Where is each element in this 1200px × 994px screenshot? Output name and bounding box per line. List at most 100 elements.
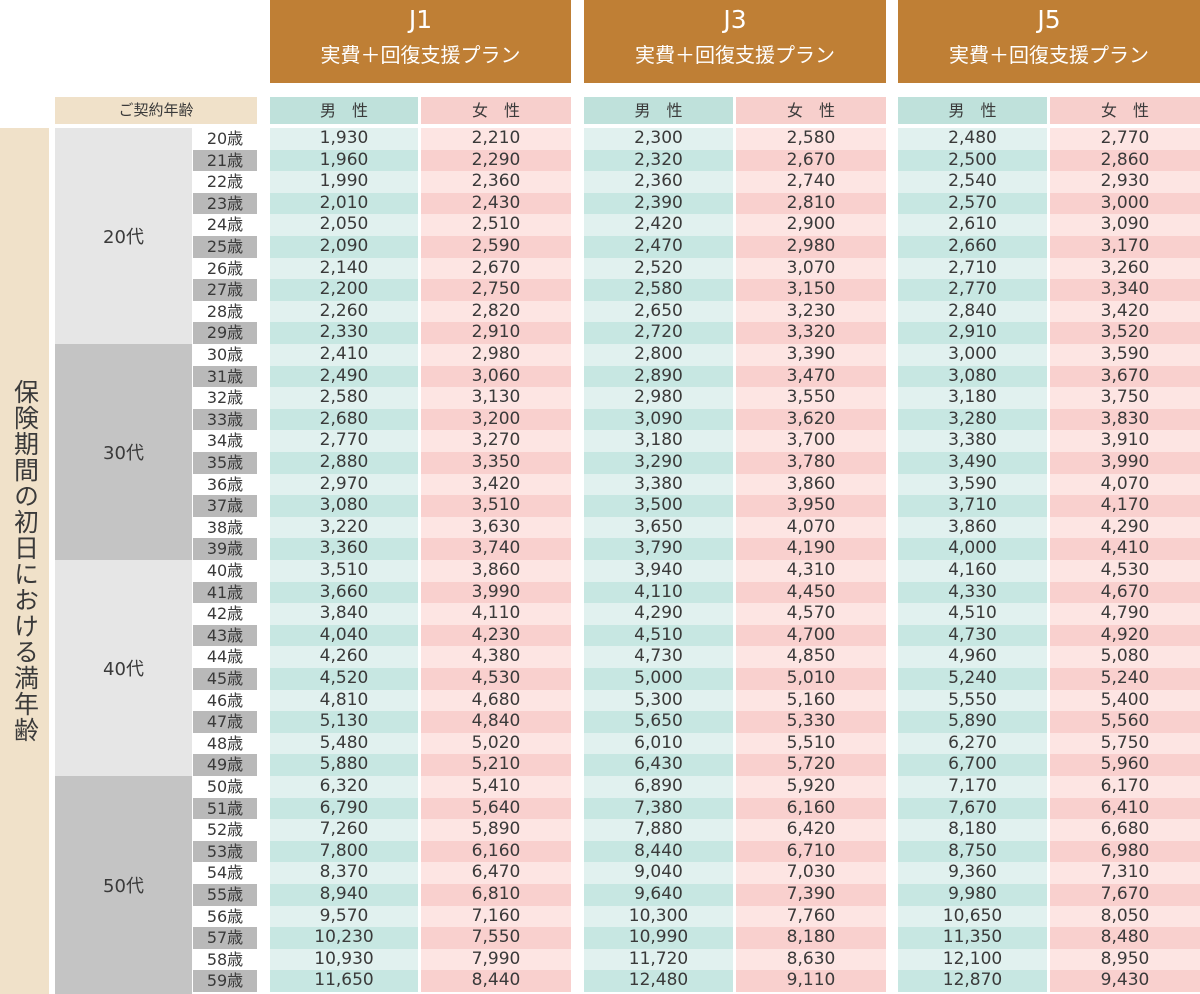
premium-j3-female: 5,160 [736, 689, 886, 712]
premium-j1-male: 3,840 [270, 603, 418, 625]
premium-j3-female: 3,070 [736, 257, 886, 280]
age-cell: 35歳 [193, 452, 257, 474]
premium-j1-female: 5,210 [421, 754, 571, 776]
premium-j1-male: 2,680 [270, 408, 418, 431]
premium-j1-male: 6,790 [270, 797, 418, 820]
premium-j3-male: 4,730 [584, 646, 733, 668]
premium-j1-female: 3,630 [421, 516, 571, 539]
age-cell: 20歳 [193, 128, 257, 150]
premium-j1-male: 7,260 [270, 819, 418, 841]
premium-j5-female: 2,770 [1050, 128, 1200, 150]
premium-j1-male: 7,800 [270, 840, 418, 863]
premium-j3-male: 4,290 [584, 603, 733, 625]
premium-j5-male: 2,710 [898, 257, 1047, 280]
premium-j1-male: 1,960 [270, 149, 418, 172]
premium-j3-female: 6,710 [736, 840, 886, 863]
premium-j5-female: 4,530 [1050, 560, 1200, 582]
premium-j5-female: 3,520 [1050, 322, 1200, 344]
age-cell: 27歳 [193, 279, 257, 301]
premium-j1-female: 2,430 [421, 192, 571, 215]
age-cell: 23歳 [193, 192, 257, 215]
male-header-j5: 男 性 [898, 97, 1047, 124]
age-cell: 31歳 [193, 365, 257, 388]
age-cell: 30歳 [193, 344, 257, 366]
male-header-j1: 男 性 [270, 97, 418, 124]
premium-j3-male: 9,640 [584, 884, 733, 906]
premium-j5-male: 4,730 [898, 624, 1047, 647]
premium-j1-female: 2,360 [421, 171, 571, 193]
premium-j5-female: 8,050 [1050, 905, 1200, 928]
premium-j5-female: 3,340 [1050, 279, 1200, 301]
age-cell: 38歳 [193, 516, 257, 539]
premium-j1-male: 10,930 [270, 948, 418, 971]
premium-j3-female: 2,810 [736, 192, 886, 215]
premium-j3-male: 3,790 [584, 538, 733, 560]
premium-j1-male: 2,090 [270, 236, 418, 258]
premium-j3-female: 4,850 [736, 646, 886, 668]
premium-j3-female: 4,450 [736, 581, 886, 604]
premium-j1-female: 2,210 [421, 128, 571, 150]
premium-j5-male: 7,170 [898, 776, 1047, 798]
premium-j3-female: 3,230 [736, 300, 886, 323]
premium-j3-male: 3,940 [584, 560, 733, 582]
premium-j1-female: 4,840 [421, 711, 571, 733]
premium-j1-female: 6,160 [421, 840, 571, 863]
premium-j5-female: 6,170 [1050, 776, 1200, 798]
premium-j5-female: 5,400 [1050, 689, 1200, 712]
premium-j3-female: 6,160 [736, 797, 886, 820]
premium-j5-female: 6,410 [1050, 797, 1200, 820]
premium-j3-female: 7,390 [736, 884, 886, 906]
premium-j5-male: 2,540 [898, 171, 1047, 193]
premium-j3-female: 5,510 [736, 732, 886, 755]
premium-j3-female: 3,950 [736, 495, 886, 517]
age-cell: 25歳 [193, 236, 257, 258]
premium-j1-male: 4,520 [270, 668, 418, 690]
age-cell: 54歳 [193, 862, 257, 884]
premium-j1-female: 4,680 [421, 689, 571, 712]
premium-j5-male: 12,870 [898, 970, 1047, 992]
age-cell: 22歳 [193, 171, 257, 193]
premium-j5-male: 3,180 [898, 387, 1047, 409]
premium-j3-male: 2,360 [584, 171, 733, 193]
premium-j5-male: 9,980 [898, 884, 1047, 906]
premium-j5-male: 8,180 [898, 819, 1047, 841]
premium-j3-male: 3,380 [584, 473, 733, 496]
age-cell: 56歳 [193, 905, 257, 928]
premium-j1-male: 3,080 [270, 495, 418, 517]
premium-j5-female: 3,590 [1050, 344, 1200, 366]
premium-j1-male: 2,770 [270, 430, 418, 452]
premium-j1-female: 4,110 [421, 603, 571, 625]
premium-j1-male: 2,140 [270, 257, 418, 280]
premium-j5-male: 4,510 [898, 603, 1047, 625]
age-cell: 55歳 [193, 884, 257, 906]
premium-j3-male: 3,500 [584, 495, 733, 517]
decade-40s: 40代 [55, 560, 192, 776]
premium-j1-male: 2,970 [270, 473, 418, 496]
premium-j3-female: 4,190 [736, 538, 886, 560]
premium-j1-male: 4,260 [270, 646, 418, 668]
premium-j5-female: 7,670 [1050, 884, 1200, 906]
premium-j1-male: 2,330 [270, 322, 418, 344]
age-cell: 57歳 [193, 927, 257, 949]
premium-j3-female: 2,580 [736, 128, 886, 150]
age-cell: 34歳 [193, 430, 257, 452]
premium-j3-male: 10,990 [584, 927, 733, 949]
premium-j5-male: 8,750 [898, 840, 1047, 863]
premium-j3-female: 3,390 [736, 344, 886, 366]
premium-j5-male: 4,160 [898, 560, 1047, 582]
premium-j1-male: 1,930 [270, 128, 418, 150]
premium-j1-female: 5,890 [421, 819, 571, 841]
plan-name: J5 [1037, 5, 1061, 34]
premium-j3-male: 6,010 [584, 732, 733, 755]
premium-j3-female: 2,740 [736, 171, 886, 193]
premium-j3-female: 7,760 [736, 905, 886, 928]
premium-j1-female: 7,990 [421, 948, 571, 971]
premium-j5-male: 3,710 [898, 495, 1047, 517]
premium-j3-female: 8,180 [736, 927, 886, 949]
premium-j3-male: 2,320 [584, 149, 733, 172]
premium-j3-male: 7,880 [584, 819, 733, 841]
premium-j1-male: 3,660 [270, 581, 418, 604]
premium-j3-female: 3,470 [736, 365, 886, 388]
premium-j1-male: 3,220 [270, 516, 418, 539]
premium-j3-male: 5,650 [584, 711, 733, 733]
